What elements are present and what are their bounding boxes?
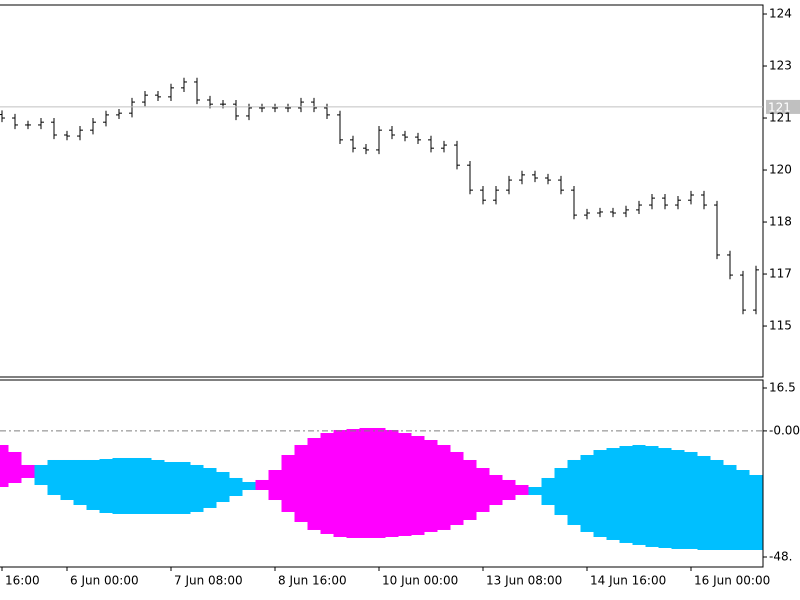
band-bar (242, 481, 256, 490)
x-tick-label: 6 Jun 00:00 (70, 574, 139, 588)
band-bar (99, 459, 113, 514)
band-bar (60, 459, 74, 501)
y-tick-label: 117 (769, 267, 792, 281)
band-bar (580, 455, 594, 532)
band-bar (359, 427, 373, 538)
y-tick-label: 121 (769, 111, 792, 125)
band-bar (684, 451, 698, 549)
band-bar (710, 459, 724, 550)
x-tick-label: 10 Jun 00:00 (382, 574, 458, 588)
band-bar (658, 448, 672, 548)
band-bar (424, 440, 438, 532)
x-tick-label: 7 Jun 08:00 (174, 574, 243, 588)
band-bar (554, 468, 568, 516)
band-bar (541, 477, 555, 505)
band-bar (593, 450, 607, 537)
band-bar (606, 448, 620, 540)
band-bar (450, 451, 464, 525)
band-bar (255, 479, 269, 490)
band-bar (34, 464, 48, 486)
band-bar (151, 459, 165, 514)
panel-frame (0, 4, 764, 378)
band-bar (320, 433, 334, 534)
y-tick-label: -0.00 (769, 423, 800, 437)
band-bar (398, 433, 412, 536)
band-bar (736, 470, 750, 550)
x-tick-label: 16 Jun 00:00 (694, 574, 770, 588)
last-price-label: 121 (768, 100, 791, 114)
band-bar (671, 450, 685, 549)
band-bar (515, 485, 529, 495)
band-bar (190, 464, 204, 512)
band-bar (307, 438, 321, 530)
y-tick-label: 120 (769, 163, 792, 177)
band-bar (476, 468, 490, 512)
band-bar (489, 474, 503, 505)
band-bar (567, 459, 581, 525)
y-tick-label: 16.5 (769, 381, 796, 395)
band-bar (177, 461, 191, 514)
band-bar (203, 468, 217, 508)
band-bar (125, 457, 139, 514)
band-bar (8, 451, 22, 484)
y-tick-label: 123 (769, 59, 792, 73)
last-price-box (766, 99, 800, 114)
band-bar (164, 461, 178, 514)
band-bar (749, 474, 763, 550)
band-bar (268, 470, 282, 501)
band-bar (216, 472, 230, 503)
band-bar (73, 459, 87, 505)
y-tick-label: 118 (769, 215, 792, 229)
y-tick-label: 124 (769, 7, 792, 21)
band-bar (294, 444, 308, 522)
band-bar (346, 429, 360, 538)
x-tick-label: 16:00 (5, 574, 40, 588)
band-bar (112, 457, 126, 514)
y-tick-label: -48. (769, 549, 792, 563)
band-bar (385, 429, 399, 537)
band-bar (333, 429, 347, 537)
band-bar (281, 455, 295, 512)
band-bar (437, 444, 451, 530)
band-bar (21, 464, 35, 478)
band-bar (138, 457, 152, 514)
band-bar (0, 444, 9, 488)
band-bar (229, 477, 243, 497)
band-bar (619, 446, 633, 543)
band-bar (697, 455, 711, 550)
band-bar (645, 446, 659, 547)
panel-frame (0, 379, 764, 568)
band-bar (502, 479, 516, 501)
band-bar (47, 459, 61, 495)
band-bar (463, 459, 477, 520)
x-tick-label: 8 Jun 16:00 (278, 574, 347, 588)
x-tick-label: 13 Jun 08:00 (486, 574, 562, 588)
band-bar (86, 459, 100, 510)
x-tick-label: 14 Jun 16:00 (590, 574, 666, 588)
band-bar (632, 444, 646, 545)
band-bar (411, 435, 425, 535)
band-bar (372, 427, 386, 538)
band-bar (723, 464, 737, 550)
y-tick-label: 115 (769, 319, 792, 333)
band-bar (528, 487, 542, 495)
